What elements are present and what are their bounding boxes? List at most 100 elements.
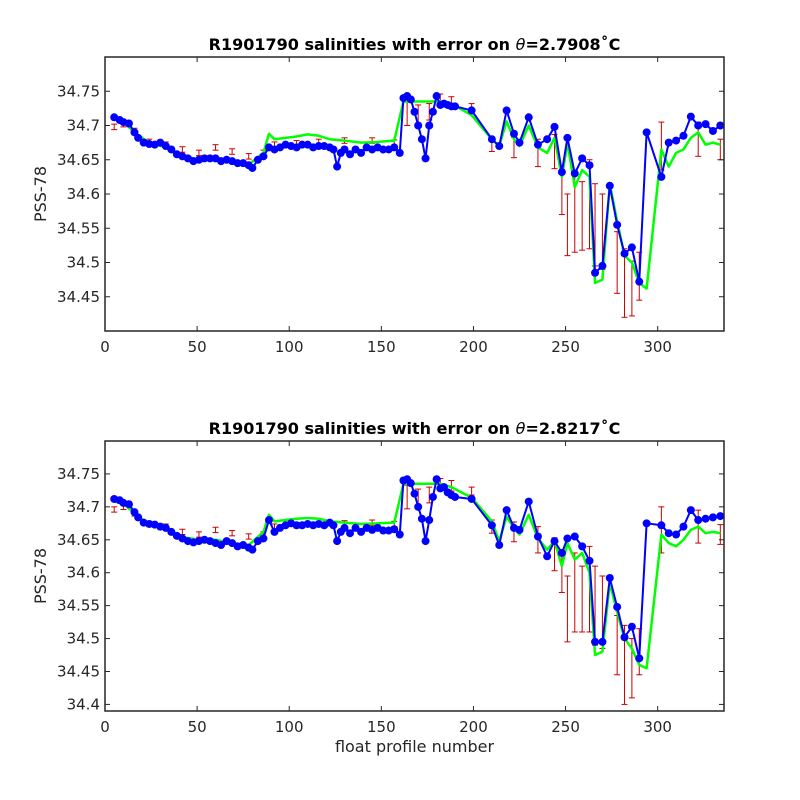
x-tick-label: 100 (275, 718, 304, 736)
uncalibrated-point (524, 497, 533, 506)
uncalibrated-point (417, 514, 426, 523)
y-tick-label: 34.4 (67, 695, 100, 713)
uncalibrated-point (495, 541, 504, 550)
uncalibrated-point (679, 131, 688, 140)
uncalibrated-point (467, 494, 476, 503)
uncalibrated-point (543, 135, 552, 144)
uncalibrated-point (134, 133, 143, 142)
uncalibrated-point (200, 154, 209, 163)
uncalibrated-point (585, 556, 594, 565)
uncalibrated-point (686, 506, 695, 515)
uncalibrated-point (550, 537, 559, 546)
chart-title: R1901790 salinities with error on θ=2.79… (209, 35, 621, 54)
x-tick-label: 0 (100, 718, 110, 736)
uncalibrated-point (563, 534, 572, 543)
uncalibrated-point (406, 479, 415, 488)
y-tick-label: 34.65 (57, 531, 100, 549)
uncalibrated-point (605, 181, 614, 190)
y-axis-label: PSS-78 (31, 548, 50, 604)
uncalibrated-point (428, 107, 437, 116)
uncalibrated-point (657, 521, 666, 530)
uncalibrated-point (657, 172, 666, 181)
uncalibrated-point (509, 129, 518, 138)
uncalibrated-point (432, 475, 441, 484)
uncalibrated-point (410, 489, 419, 498)
uncalibrated-point (694, 516, 703, 525)
uncalibrated-point (390, 143, 399, 152)
uncalibrated-point (557, 548, 566, 557)
y-tick-label: 34.6 (67, 564, 100, 582)
uncalibrated-point (395, 148, 404, 157)
chart-title-symbol: θ (516, 35, 526, 54)
error-bar (212, 526, 219, 534)
uncalibrated-point (340, 145, 349, 154)
uncalibrated-point (672, 136, 681, 145)
uncalibrated-point (410, 107, 419, 116)
y-tick-label: 34.55 (57, 219, 100, 237)
uncalibrated-point (428, 492, 437, 501)
uncalibrated-point (206, 154, 215, 163)
uncalibrated-point (664, 138, 673, 147)
uncalibrated-point (451, 492, 460, 501)
x-tick-label: 250 (551, 338, 580, 356)
uncalibrated-point (495, 142, 504, 151)
uncalibrated-point (627, 622, 636, 631)
y-tick-label: 34.45 (57, 662, 100, 680)
uncalibrated-point (124, 500, 133, 509)
uncalibrated-point (570, 532, 579, 541)
uncalibrated-point (134, 513, 143, 522)
y-tick-label: 34.45 (57, 288, 100, 306)
error-bar (245, 533, 252, 540)
uncalibrated-point (425, 121, 434, 130)
uncalibrated-point (432, 92, 441, 101)
uncalibrated-point (557, 168, 566, 177)
error-bar (179, 146, 186, 153)
uncalibrated-point (451, 102, 460, 111)
uncalibrated-point (351, 523, 360, 532)
uncalibrated-point (292, 521, 301, 530)
x-tick-label: 100 (275, 338, 304, 356)
error-bar (579, 181, 586, 251)
uncalibrated-point (346, 529, 355, 538)
uncalibrated-point (613, 602, 622, 611)
uncalibrated-point (417, 135, 426, 144)
uncalibrated-point (395, 530, 404, 539)
x-tick-label: 200 (459, 338, 488, 356)
y-tick-label: 34.7 (67, 498, 100, 516)
uncalibrated-point (421, 154, 430, 163)
chart-title: R1901790 salinities with error on θ=2.82… (209, 419, 621, 438)
calibrated-line (113, 482, 721, 670)
x-tick-label: 250 (551, 718, 580, 736)
chart-title-suffix: =2.7908˚C (525, 35, 620, 54)
y-tick-label: 34.7 (67, 117, 100, 135)
uncalibrated-point (591, 268, 600, 277)
x-tick-label: 200 (459, 718, 488, 736)
error-bar (717, 524, 724, 545)
plot-content (110, 475, 724, 705)
uncalibrated-point (550, 122, 559, 131)
uncalibrated-point (570, 169, 579, 178)
uncalibrated-point (425, 516, 434, 525)
plot-content (110, 92, 724, 318)
uncalibrated-point (167, 145, 176, 154)
uncalibrated-point (563, 133, 572, 142)
uncalibrated-point (248, 163, 257, 172)
y-axis-label: PSS-78 (31, 166, 50, 222)
uncalibrated-point (664, 529, 673, 538)
uncalibrated-point (605, 573, 614, 582)
error-bar (195, 149, 202, 157)
uncalibrated-point (259, 534, 268, 543)
uncalibrated-point (414, 502, 423, 511)
uncalibrated-point (708, 126, 717, 135)
uncalibrated-point (314, 142, 323, 151)
uncalibrated-point (694, 121, 703, 130)
x-axis-label: float profile number (335, 737, 495, 756)
uncalibrated-point (585, 161, 594, 170)
uncalibrated-point (524, 113, 533, 122)
uncalibrated-point (414, 121, 423, 130)
uncalibrated-point (333, 537, 342, 546)
uncalibrated-point (270, 527, 279, 536)
uncalibrated-point (533, 532, 542, 541)
uncalibrated-point (578, 542, 587, 551)
